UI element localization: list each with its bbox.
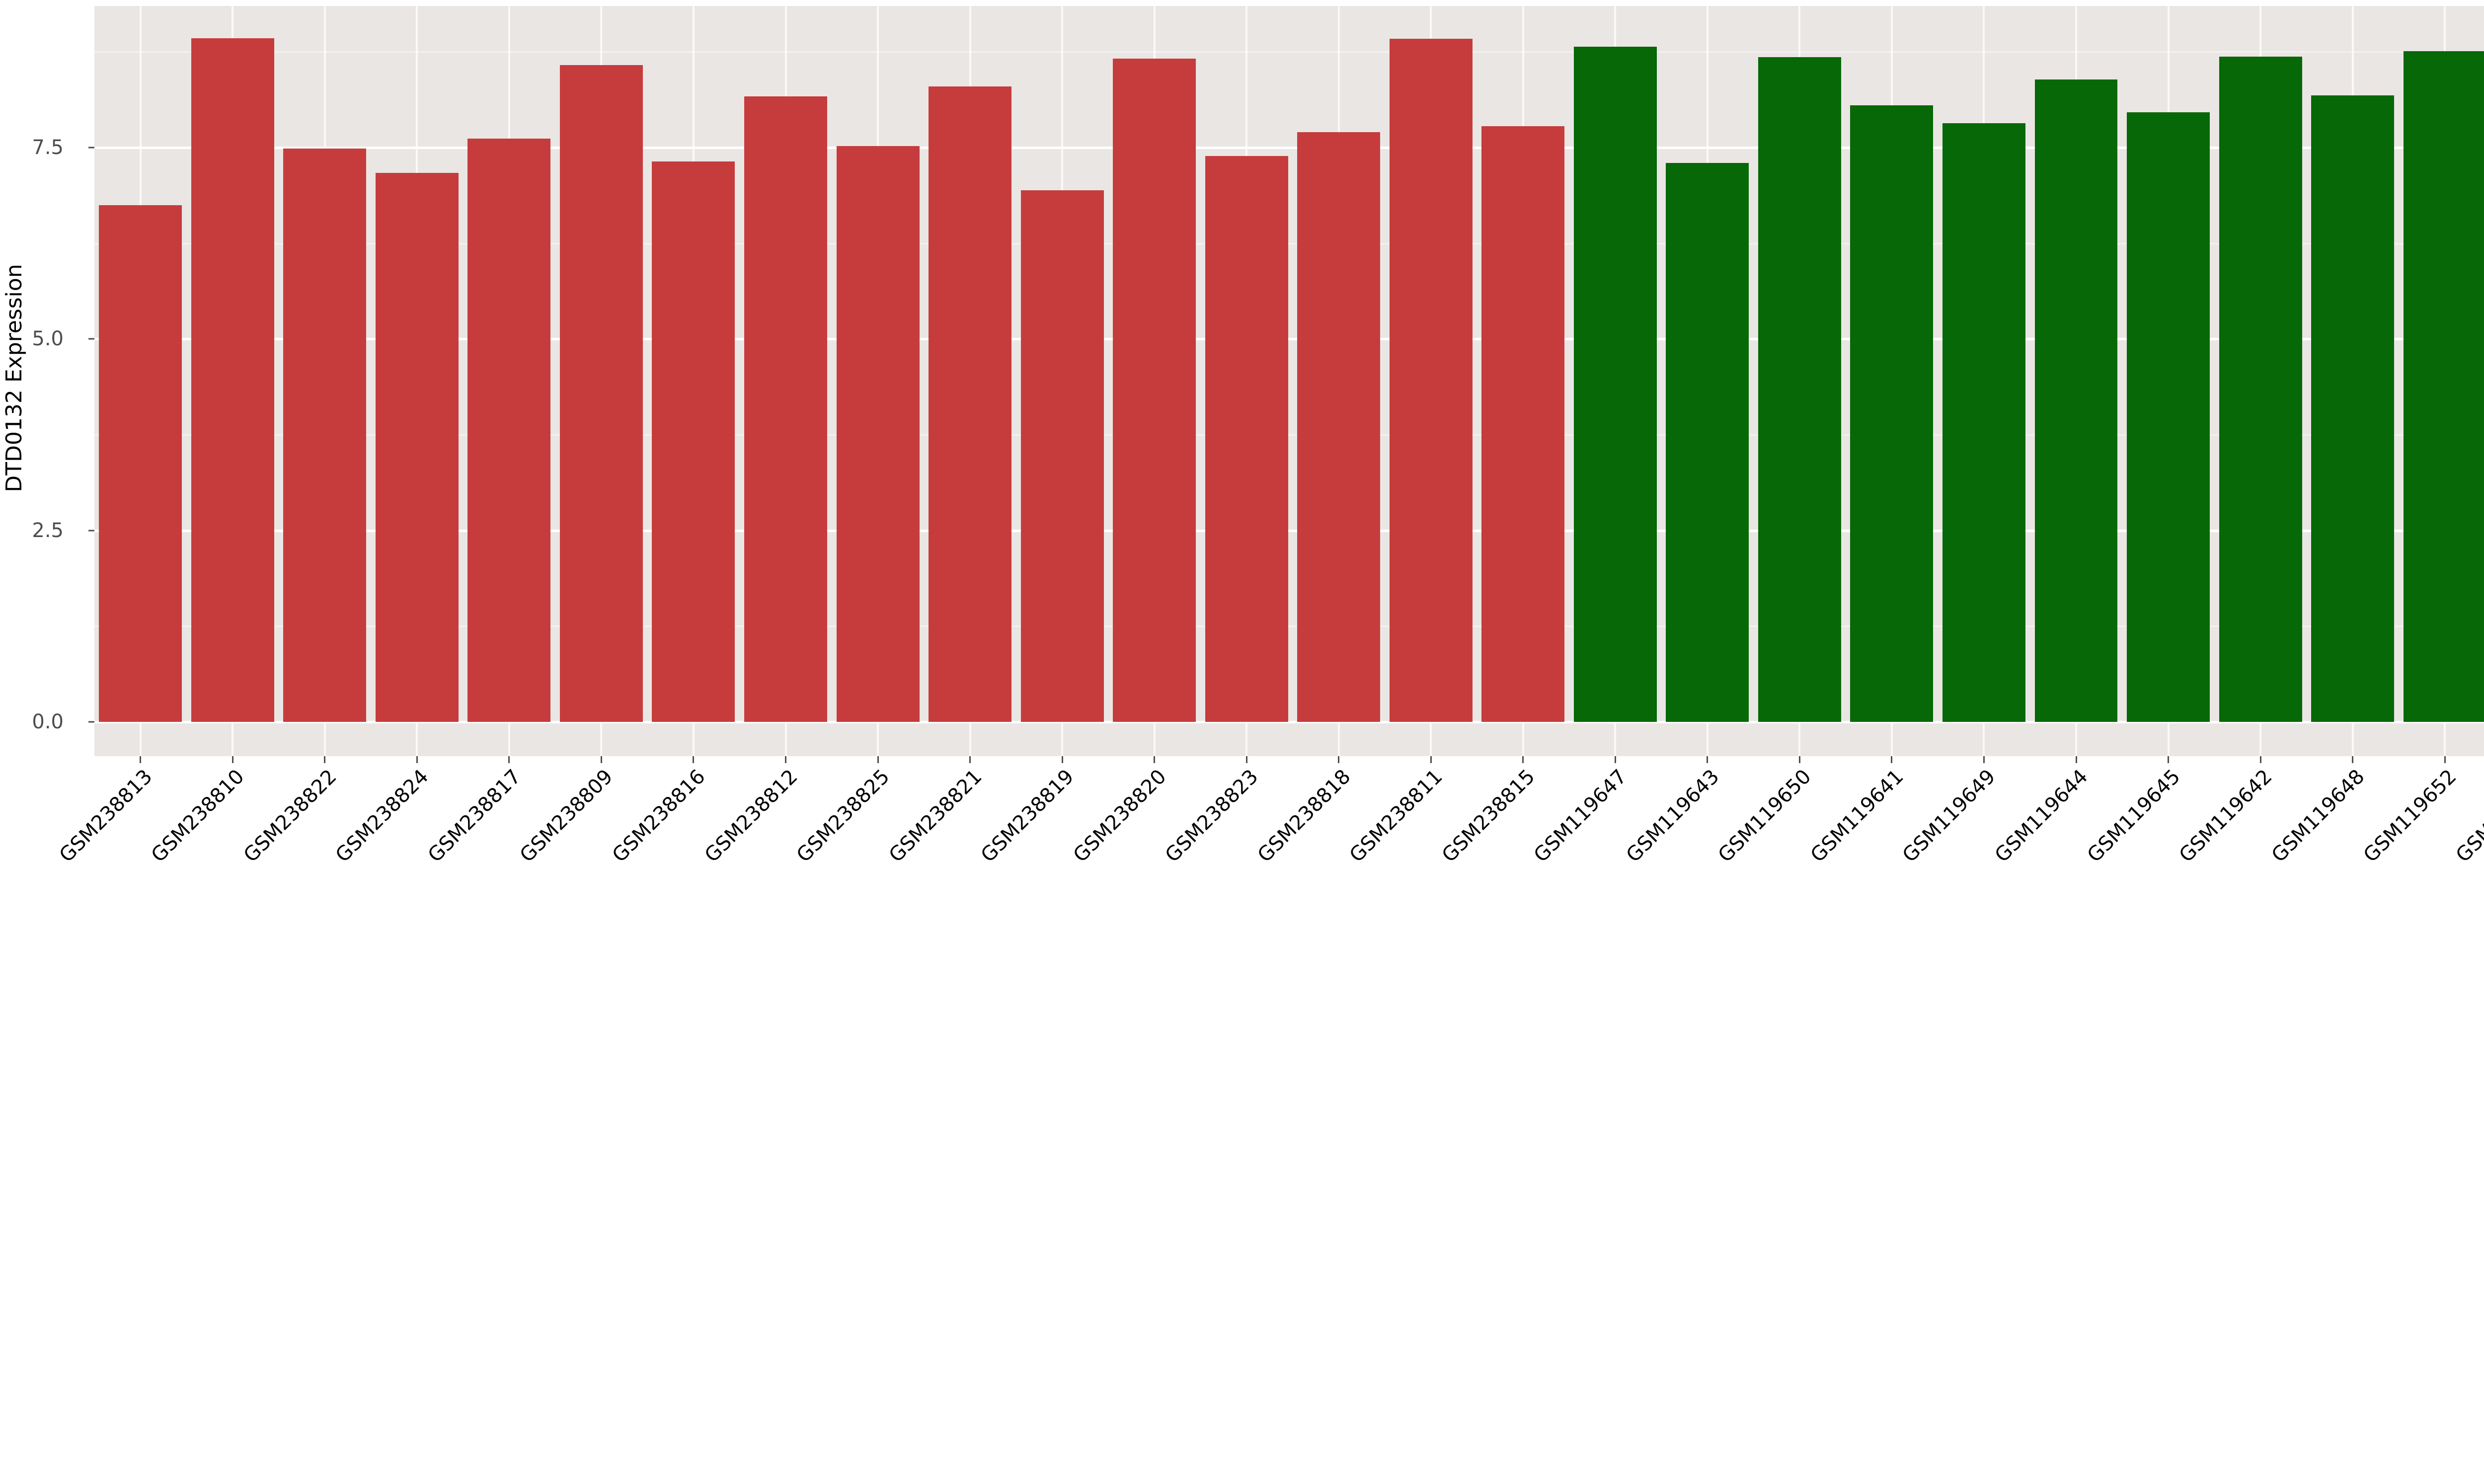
bar[interactable] <box>2034 79 2118 722</box>
x-tick-mark <box>1522 756 1524 763</box>
x-tick-mark <box>232 756 233 763</box>
bar[interactable] <box>283 148 367 722</box>
bar[interactable] <box>467 138 551 722</box>
x-tick-mark <box>785 756 787 763</box>
x-tick-mark <box>324 756 326 763</box>
gridline-major <box>94 147 2484 150</box>
x-tick-label: GSM119650 <box>1714 765 1816 867</box>
x-tick-mark <box>416 756 418 763</box>
bar[interactable] <box>2127 112 2210 722</box>
bar[interactable] <box>2403 51 2484 722</box>
x-tick-label: GSM119652 <box>2359 765 2461 867</box>
x-tick-label: GSM119647 <box>1530 765 1631 867</box>
bar[interactable] <box>1481 126 1565 722</box>
y-axis-tick-marks <box>0 0 94 756</box>
x-tick-label: GSM238821 <box>884 765 987 867</box>
bar[interactable] <box>375 172 459 722</box>
bar[interactable] <box>1113 59 1196 722</box>
y-tick-label: 5.0 <box>32 327 64 351</box>
bar[interactable] <box>836 146 920 722</box>
bar[interactable] <box>1573 46 1657 722</box>
x-tick-label: GSM119648 <box>2267 765 2369 867</box>
plot-panel <box>94 6 2484 756</box>
x-tick-label: GSM119644 <box>1990 765 2093 867</box>
bar[interactable] <box>1205 156 1288 722</box>
x-tick-label: GSM119643 <box>1622 765 1724 867</box>
y-tick-label: 0.0 <box>32 710 64 733</box>
y-tick-mark <box>88 147 94 149</box>
bar[interactable] <box>1666 162 1749 722</box>
bar[interactable] <box>1758 57 1841 722</box>
gridline-minor <box>94 434 2484 436</box>
x-tick-mark <box>508 756 510 763</box>
bar[interactable] <box>99 205 182 722</box>
x-tick-mark <box>1707 756 1708 763</box>
y-tick-label: 2.5 <box>32 519 64 542</box>
x-tick-mark <box>1245 756 1247 763</box>
x-tick-label: GSM238816 <box>608 765 710 867</box>
y-tick-mark <box>88 721 94 723</box>
y-tick-mark <box>88 338 94 340</box>
bar[interactable] <box>1297 132 1381 722</box>
bar[interactable] <box>744 96 827 722</box>
x-tick-mark <box>1061 756 1063 763</box>
bar[interactable] <box>2219 56 2302 722</box>
x-tick-mark <box>600 756 602 763</box>
x-tick-mark <box>2259 756 2261 763</box>
bar-chart: DTD0132 Expression 0.0 2.5 5.0 7.5 GSM23881… <box>0 0 2484 894</box>
x-tick-mark <box>1338 756 1340 763</box>
bar[interactable] <box>1389 39 1473 722</box>
x-tick-label: GSM119641 <box>1806 765 1908 867</box>
gridline-minor <box>94 242 2484 244</box>
x-tick-mark <box>2075 756 2077 763</box>
x-tick-label: GSM238825 <box>792 765 894 867</box>
x-tick-mark <box>1614 756 1616 763</box>
x-tick-label: GSM119645 <box>2083 765 2185 867</box>
x-tick-mark <box>1891 756 1893 763</box>
x-tick-label: GSM238823 <box>1161 765 1263 867</box>
gridline-major <box>94 721 2484 723</box>
x-tick-label: GSM119642 <box>2174 765 2277 867</box>
x-tick-label: GSM238819 <box>976 765 1079 867</box>
x-tick-mark <box>2444 756 2446 763</box>
x-tick-mark <box>969 756 971 763</box>
y-axis-tick-labels: 0.0 2.5 5.0 7.5 <box>0 0 75 756</box>
y-tick-label: 7.5 <box>32 136 64 159</box>
bar[interactable] <box>1942 123 2025 722</box>
x-axis-tick-labels: GSM238813 GSM238810 GSM238822 GSM238824 GSM2… <box>55 765 2484 894</box>
bar[interactable] <box>559 65 643 722</box>
x-tick-label: GSM238812 <box>700 765 802 867</box>
x-tick-mark <box>140 756 142 763</box>
x-tick-mark <box>1154 756 1156 763</box>
gridline-major <box>94 338 2484 341</box>
x-tick-mark <box>2352 756 2354 763</box>
gridline-major <box>94 529 2484 532</box>
x-tick-mark <box>2168 756 2170 763</box>
x-tick-label: GSM238820 <box>1069 765 1171 867</box>
bar[interactable] <box>929 86 1012 722</box>
gridline-minor <box>94 625 2484 627</box>
x-tick-mark <box>693 756 695 763</box>
x-tick-mark <box>1983 756 1985 763</box>
bar[interactable] <box>1020 190 1104 722</box>
gridline-minor <box>94 51 2484 53</box>
x-tick-label: GSM238811 <box>1345 765 1447 867</box>
bar[interactable] <box>2311 95 2395 722</box>
x-tick-mark <box>877 756 879 763</box>
x-tick-label: GSM238815 <box>1437 765 1540 867</box>
x-tick-label: GSM238818 <box>1253 765 1355 867</box>
y-tick-mark <box>88 530 94 532</box>
bar[interactable] <box>191 38 274 722</box>
x-tick-mark <box>1798 756 1800 763</box>
bars-layer <box>94 6 2484 756</box>
bar[interactable] <box>652 161 735 722</box>
x-tick-label: GSM119649 <box>1898 765 2000 867</box>
x-axis-tick-marks <box>94 756 2484 766</box>
bar[interactable] <box>1850 105 1934 722</box>
x-tick-mark <box>1430 756 1432 763</box>
